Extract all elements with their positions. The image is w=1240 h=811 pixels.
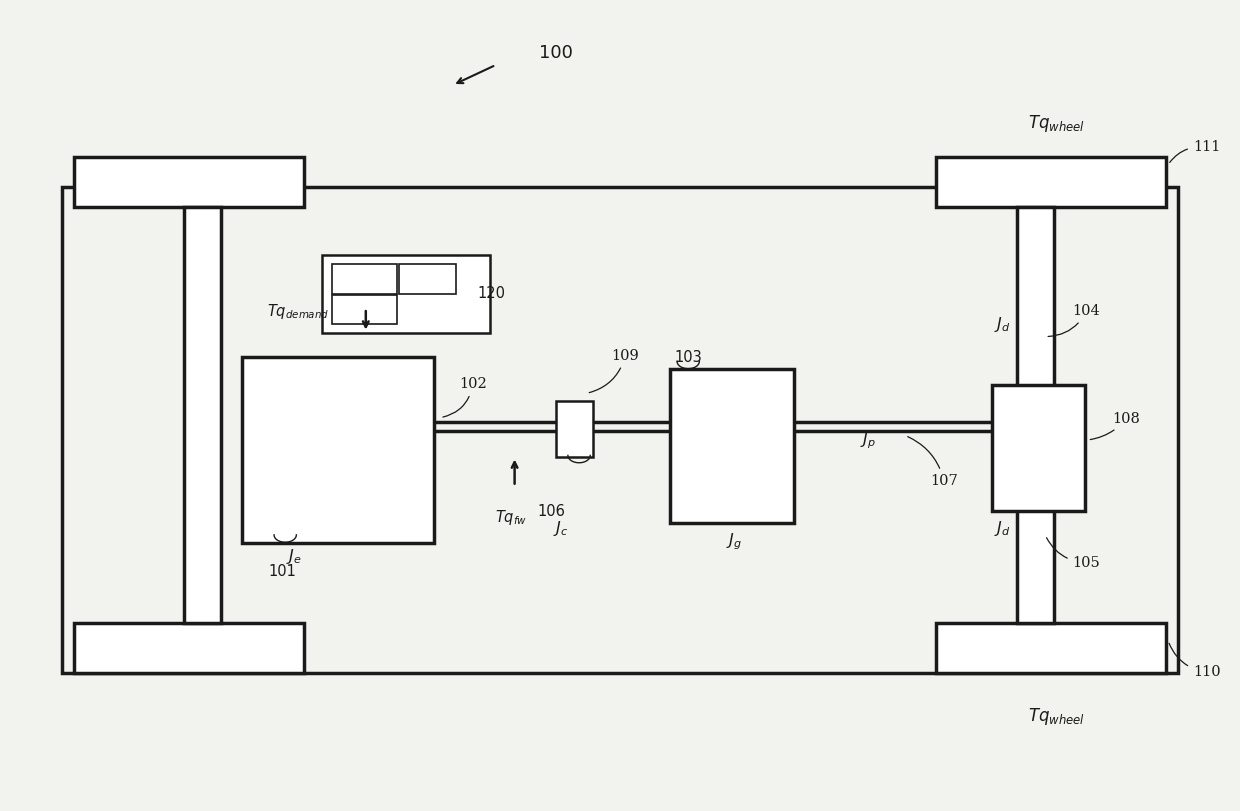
Text: 105: 105	[1047, 538, 1100, 569]
Text: 122: 122	[352, 304, 377, 317]
Text: 100: 100	[539, 44, 573, 62]
Bar	[670, 369, 794, 523]
Text: 123: 123	[415, 272, 440, 285]
Text: $J_g$: $J_g$	[727, 531, 742, 551]
Bar	[62, 187, 1178, 673]
Text: 108: 108	[1090, 411, 1140, 440]
Bar	[242, 357, 434, 543]
Text: 102: 102	[443, 377, 486, 417]
Text: $J_p$: $J_p$	[861, 430, 875, 451]
Text: 109: 109	[589, 349, 639, 393]
Text: $J_d$: $J_d$	[993, 315, 1011, 334]
Bar	[184, 207, 221, 623]
Bar	[936, 157, 1166, 207]
Bar	[332, 264, 397, 294]
Bar	[322, 255, 490, 333]
Text: 110: 110	[1169, 643, 1220, 679]
Text: $Tq_{wheel}$: $Tq_{wheel}$	[1028, 706, 1085, 727]
Bar	[936, 623, 1166, 673]
Text: $J_c$: $J_c$	[553, 519, 568, 538]
Bar	[332, 295, 397, 324]
Text: 106: 106	[538, 504, 565, 519]
Bar	[992, 385, 1085, 511]
Bar	[1017, 207, 1054, 623]
Text: 111: 111	[1169, 140, 1220, 162]
Text: 107: 107	[908, 436, 957, 487]
Text: $J_e$: $J_e$	[286, 547, 301, 566]
Bar	[399, 264, 456, 294]
Bar	[556, 401, 593, 457]
Text: $Tq_{fw}$: $Tq_{fw}$	[495, 508, 527, 527]
Bar	[74, 623, 304, 673]
Text: $J_d$: $J_d$	[993, 519, 1011, 539]
Text: $Tq_{wheel}$: $Tq_{wheel}$	[1028, 113, 1085, 134]
Text: 104: 104	[1048, 304, 1100, 337]
Text: 101: 101	[269, 564, 296, 579]
Text: 121: 121	[352, 272, 377, 285]
Text: 120: 120	[477, 286, 506, 301]
Bar	[74, 157, 304, 207]
Text: $Tq_{demand}$: $Tq_{demand}$	[267, 303, 329, 321]
Text: 103: 103	[675, 350, 702, 365]
